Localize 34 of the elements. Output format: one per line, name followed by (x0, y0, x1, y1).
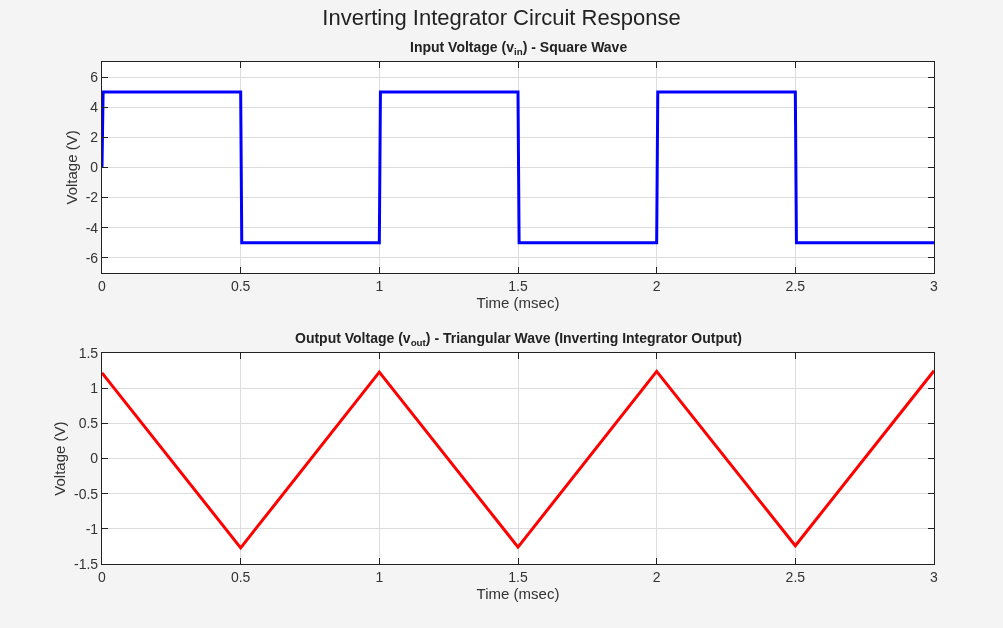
x-tick-label: 2.5 (785, 277, 806, 294)
x-tick-label: 0.5 (230, 277, 251, 294)
y-tick-label: -0.5 (73, 485, 99, 502)
x-axis-title: Time (msec) (476, 293, 560, 311)
y-tick-label: 0.5 (78, 415, 99, 432)
y-tick-label: 6 (90, 68, 99, 85)
chart-subtitle: Output Voltage (v$_{out}$) - Triangular Wave (Inverting Integrator Output) (295, 330, 742, 348)
chart-subtitle: Input Voltage (v$_{in}$) - Square Wave (410, 39, 628, 57)
y-tick-label: 1 (90, 380, 99, 397)
x-tick-label: 1 (375, 277, 384, 294)
y-tick-label: -1 (85, 520, 99, 537)
x-tick-label: 2.5 (785, 568, 806, 585)
y-tick-label: -6 (85, 249, 99, 266)
y-tick-label: 0 (90, 450, 99, 467)
y-tick-label: -4 (85, 219, 99, 236)
x-axis-title: Time (msec) (476, 584, 560, 602)
y-tick-label: 0 (90, 159, 99, 176)
y-axis-title: Voltage (V) (62, 130, 80, 205)
x-tick-label: 1 (375, 568, 384, 585)
y-tick-label: -1.5 (73, 555, 99, 572)
x-tick-label: 1.5 (508, 277, 528, 294)
x-tick-label: 3 (930, 277, 939, 294)
chart-title: Inverting Integrator Circuit Response (322, 4, 681, 30)
x-tick-label: 2 (652, 277, 661, 294)
x-tick-label: 3 (930, 568, 939, 585)
y-tick-label: 2 (90, 129, 99, 146)
x-tick-label: 1.5 (508, 568, 528, 585)
y-axis-title: Voltage (V) (51, 421, 69, 496)
x-tick-label: 0.5 (230, 568, 251, 585)
y-tick-label: 1.5 (78, 345, 99, 362)
y-tick-label: -2 (85, 189, 99, 206)
x-tick-label: 2 (652, 568, 661, 585)
y-tick-label: 4 (90, 99, 99, 116)
line-series (102, 369, 934, 550)
